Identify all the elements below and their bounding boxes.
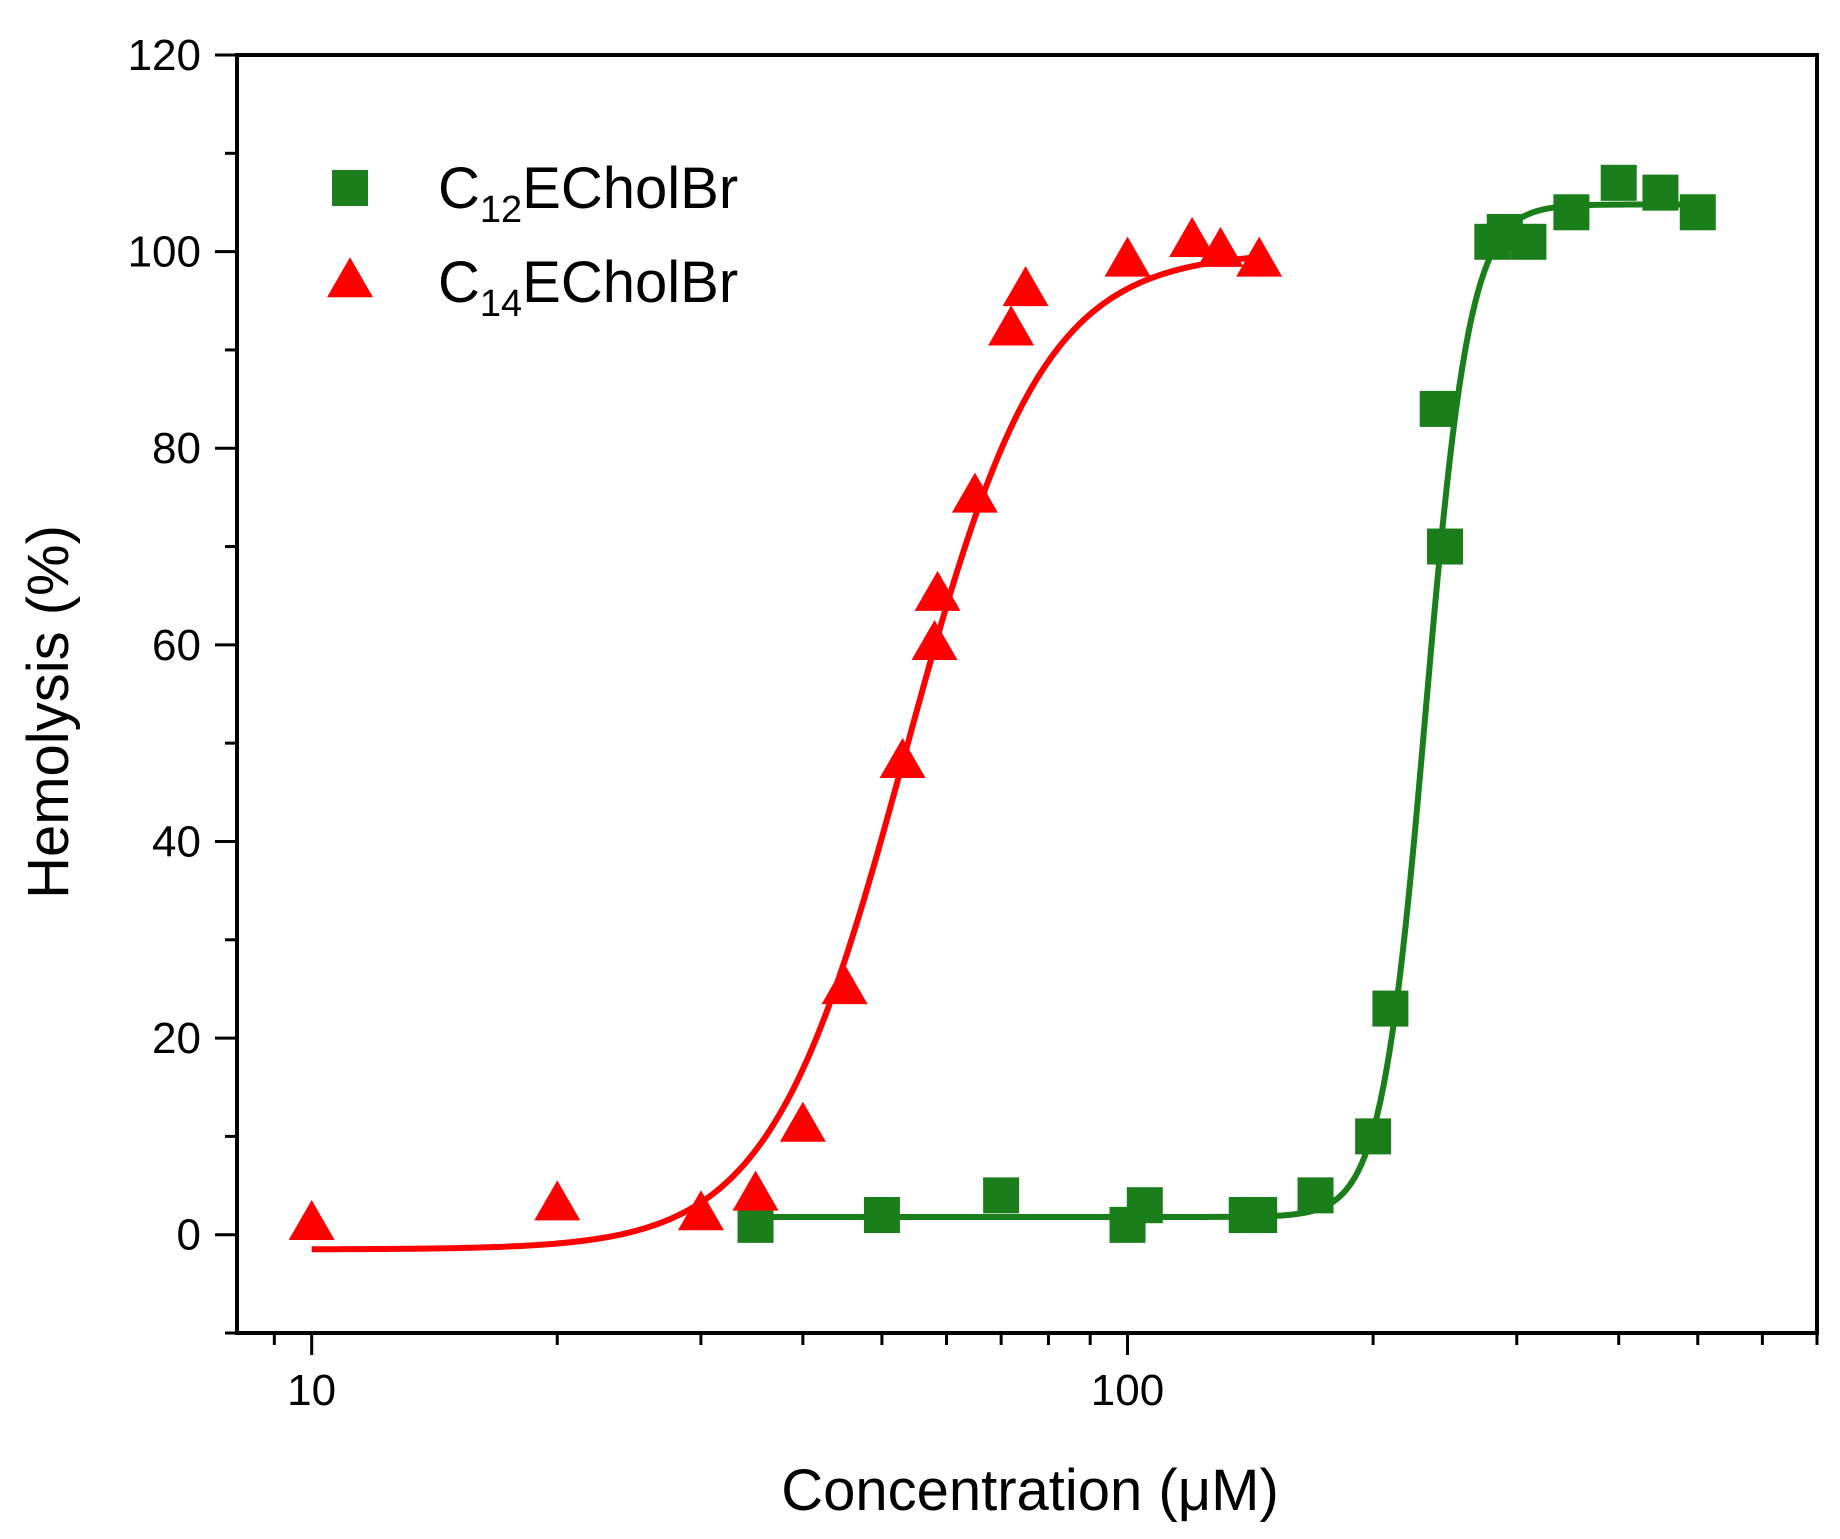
point-C14ECholBr (1169, 216, 1216, 257)
y-tick-label: 100 (128, 228, 201, 277)
point-C12ECholBr (1241, 1197, 1278, 1234)
y-tick-label: 80 (152, 424, 201, 473)
y-tick-label: 120 (128, 31, 201, 80)
point-C14ECholBr (911, 620, 958, 661)
point-C14ECholBr (1002, 266, 1049, 307)
point-C14ECholBr (821, 964, 868, 1005)
fit-curve-C14ECholBr (311, 254, 1260, 1253)
plot-frame (235, 53, 1819, 1335)
x-axis-title: Concentration (μM) (781, 1458, 1279, 1523)
legend-marker-C12ECholBr (332, 170, 368, 206)
legend: C12ECholBr C14ECholBr (327, 156, 738, 325)
plot-border (235, 53, 1819, 1335)
y-tick-label: 40 (152, 817, 201, 866)
point-C12ECholBr (1510, 223, 1547, 260)
point-C12ECholBr (1355, 1118, 1392, 1155)
y-tick-label: 60 (152, 621, 201, 670)
point-C14ECholBr (1236, 236, 1283, 277)
point-C14ECholBr (988, 305, 1035, 346)
point-C14ECholBr (534, 1180, 581, 1221)
fit-curve-C12ECholBr (755, 201, 1698, 1220)
y-tick-label: 0 (177, 1211, 201, 1260)
point-C14ECholBr (677, 1190, 724, 1231)
point-C12ECholBr (1600, 164, 1637, 201)
x-tick-label: 10 (287, 1366, 336, 1415)
point-C14ECholBr (779, 1101, 826, 1142)
point-C12ECholBr (863, 1197, 900, 1234)
point-C12ECholBr (1126, 1187, 1163, 1224)
point-C14ECholBr (732, 1170, 779, 1211)
data-markers (288, 164, 1716, 1243)
y-tick-label: 20 (152, 1014, 201, 1063)
point-C14ECholBr (879, 738, 926, 779)
point-C12ECholBr (1372, 990, 1409, 1027)
fit-curves (311, 201, 1698, 1253)
x-tick-label: 100 (1091, 1366, 1164, 1415)
point-C14ECholBr (1104, 236, 1151, 277)
point-C12ECholBr (1679, 194, 1716, 231)
axis-layer: 0 20 40 60 80 100 120 10 100 (128, 31, 1819, 1415)
point-C12ECholBr (1642, 174, 1679, 211)
y-axis-title: Hemolysis (%) (16, 525, 81, 899)
point-C14ECholBr (288, 1200, 335, 1241)
point-C12ECholBr (1297, 1177, 1334, 1214)
legend-label-C12ECholBr: C12ECholBr (438, 156, 738, 231)
legend-label-C14ECholBr: C14ECholBr (438, 250, 738, 325)
point-C12ECholBr (1419, 390, 1456, 427)
point-C12ECholBr (737, 1206, 774, 1243)
point-C14ECholBr (914, 570, 961, 611)
point-C12ECholBr (983, 1177, 1020, 1214)
point-C14ECholBr (951, 472, 998, 513)
point-C14ECholBr (1197, 226, 1244, 267)
point-C12ECholBr (1427, 528, 1464, 565)
point-C12ECholBr (1553, 194, 1590, 231)
legend-marker-C14ECholBr (327, 257, 373, 298)
